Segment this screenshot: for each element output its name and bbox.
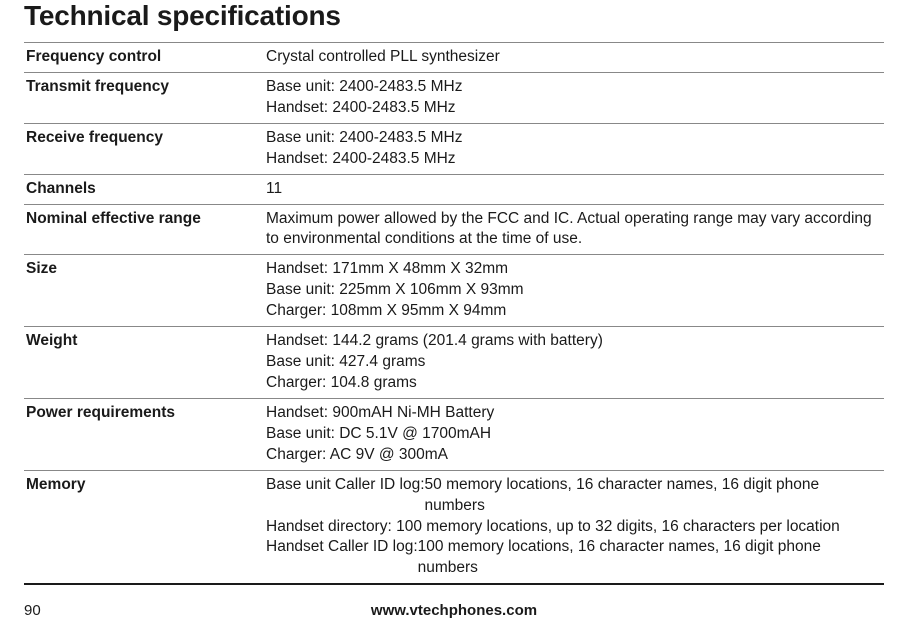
spec-value: Crystal controlled PLL synthesizer: [264, 43, 884, 73]
spec-line: Charger: 108mm X 95mm X 94mm: [266, 301, 878, 322]
page-title: Technical specifications: [24, 0, 884, 32]
spec-line: Handset: 2400-2483.5 MHz: [266, 149, 878, 170]
spec-label: Frequency control: [24, 43, 264, 73]
spec-label: Receive frequency: [24, 123, 264, 174]
spec-value: Base unit: 2400-2483.5 MHz Handset: 2400…: [264, 123, 884, 174]
spec-label: Channels: [24, 174, 264, 204]
spec-label: Power requirements: [24, 398, 264, 470]
spec-line: Base unit: 2400-2483.5 MHz: [266, 128, 878, 149]
spec-line: Base unit: DC 5.1V @ 1700mAH: [266, 424, 878, 445]
spec-line: Base unit: 225mm X 106mm X 93mm: [266, 280, 878, 301]
spec-label: Transmit frequency: [24, 72, 264, 123]
footer-url: www.vtechphones.com: [371, 602, 537, 619]
spec-label: Nominal effective range: [24, 204, 264, 255]
spec-value: Base unit: 2400-2483.5 MHz Handset: 2400…: [264, 72, 884, 123]
table-row: Size Handset: 171mm X 48mm X 32mm Base u…: [24, 255, 884, 327]
spec-value: Handset: 171mm X 48mm X 32mm Base unit: …: [264, 255, 884, 327]
spec-line: Charger: 104.8 grams: [266, 373, 878, 394]
table-row: Power requirements Handset: 900mAH Ni-MH…: [24, 398, 884, 470]
spec-line-rest: 100 memory locations, 16 character names…: [418, 537, 878, 579]
table-row: Frequency control Crystal controlled PLL…: [24, 43, 884, 73]
spec-line: Base unit Caller ID log: 50 memory locat…: [266, 475, 878, 517]
table-row: Channels 11: [24, 174, 884, 204]
spec-line-lead: Base unit Caller ID log:: [266, 475, 425, 517]
spec-value: Base unit Caller ID log: 50 memory locat…: [264, 470, 884, 584]
spec-line-lead: Handset Caller ID log:: [266, 537, 418, 579]
spec-value: 11: [264, 174, 884, 204]
spec-label: Size: [24, 255, 264, 327]
spec-line: Handset: 144.2 grams (201.4 grams with b…: [266, 331, 878, 352]
spec-value: Handset: 900mAH Ni-MH Battery Base unit:…: [264, 398, 884, 470]
spec-line: Handset directory: 100 memory locations,…: [266, 517, 878, 538]
spec-line: Charger: AC 9V @ 300mA: [266, 445, 878, 466]
table-row: Memory Base unit Caller ID log: 50 memor…: [24, 470, 884, 584]
spec-label: Memory: [24, 470, 264, 584]
spec-line: Handset: 171mm X 48mm X 32mm: [266, 259, 878, 280]
table-row: Transmit frequency Base unit: 2400-2483.…: [24, 72, 884, 123]
spec-line: Handset Caller ID log: 100 memory locati…: [266, 537, 878, 579]
page: Technical specifications Frequency contr…: [0, 0, 908, 635]
spec-line: Handset: 2400-2483.5 MHz: [266, 98, 878, 119]
spec-line-rest: 50 memory locations, 16 character names,…: [425, 475, 878, 517]
specs-table: Frequency control Crystal controlled PLL…: [24, 42, 884, 585]
spec-value: Maximum power allowed by the FCC and IC.…: [264, 204, 884, 255]
spec-line: Handset: 900mAH Ni-MH Battery: [266, 403, 878, 424]
spec-value: Handset: 144.2 grams (201.4 grams with b…: [264, 327, 884, 399]
table-row: Receive frequency Base unit: 2400-2483.5…: [24, 123, 884, 174]
footer-spacer: [880, 602, 884, 619]
page-footer: 90 www.vtechphones.com: [24, 602, 884, 619]
spec-label: Weight: [24, 327, 264, 399]
table-row: Nominal effective range Maximum power al…: [24, 204, 884, 255]
page-number: 90: [24, 602, 41, 619]
table-row: Weight Handset: 144.2 grams (201.4 grams…: [24, 327, 884, 399]
spec-line: Base unit: 427.4 grams: [266, 352, 878, 373]
spec-line: Base unit: 2400-2483.5 MHz: [266, 77, 878, 98]
